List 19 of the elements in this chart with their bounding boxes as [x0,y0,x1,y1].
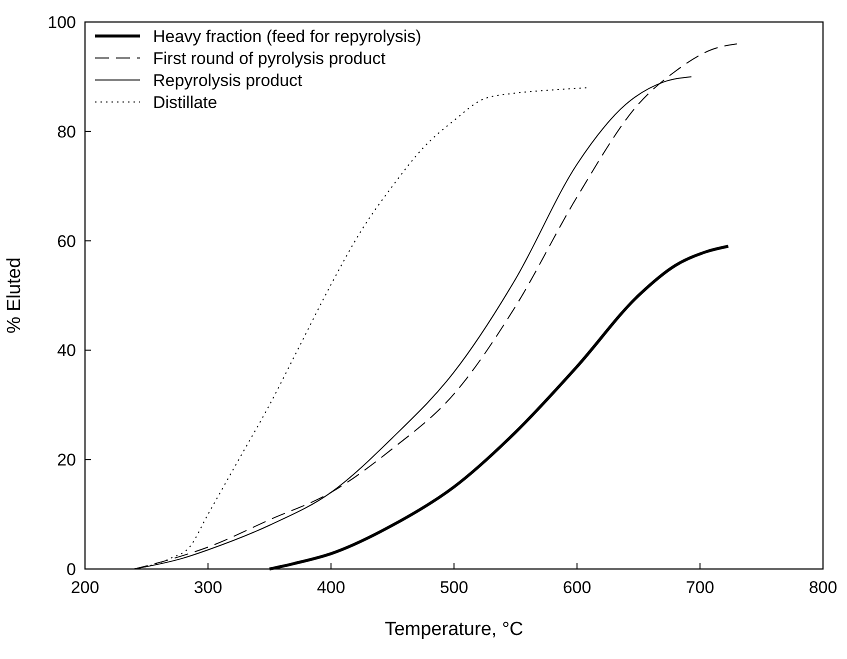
legend-label: Distillate [153,93,218,112]
y-axis-title: % Eluted [4,257,25,334]
x-tick-label: 700 [686,578,714,597]
x-tick-label: 500 [440,578,468,597]
x-tick-label: 300 [194,578,222,597]
x-tick-label: 400 [316,578,346,597]
x-tick-label: 200 [70,578,100,597]
legend-label: Repyrolysis product [153,71,303,90]
x-tick-label: 600 [562,578,592,597]
y-tick-label: 40 [57,341,76,360]
legend-label: First round of pyrolysis product [153,49,386,68]
legend-label: Heavy fraction (feed for repyrolysis) [153,27,422,46]
y-tick-label: 20 [57,450,76,470]
y-tick-label: 100 [48,13,76,32]
x-axis-title: Temperature, °C [384,619,524,640]
x-tick-label: 800 [808,578,838,597]
y-tick-label: 60 [57,232,76,251]
y-tick-label: 0 [66,560,76,579]
y-tick-label: 80 [57,122,76,142]
